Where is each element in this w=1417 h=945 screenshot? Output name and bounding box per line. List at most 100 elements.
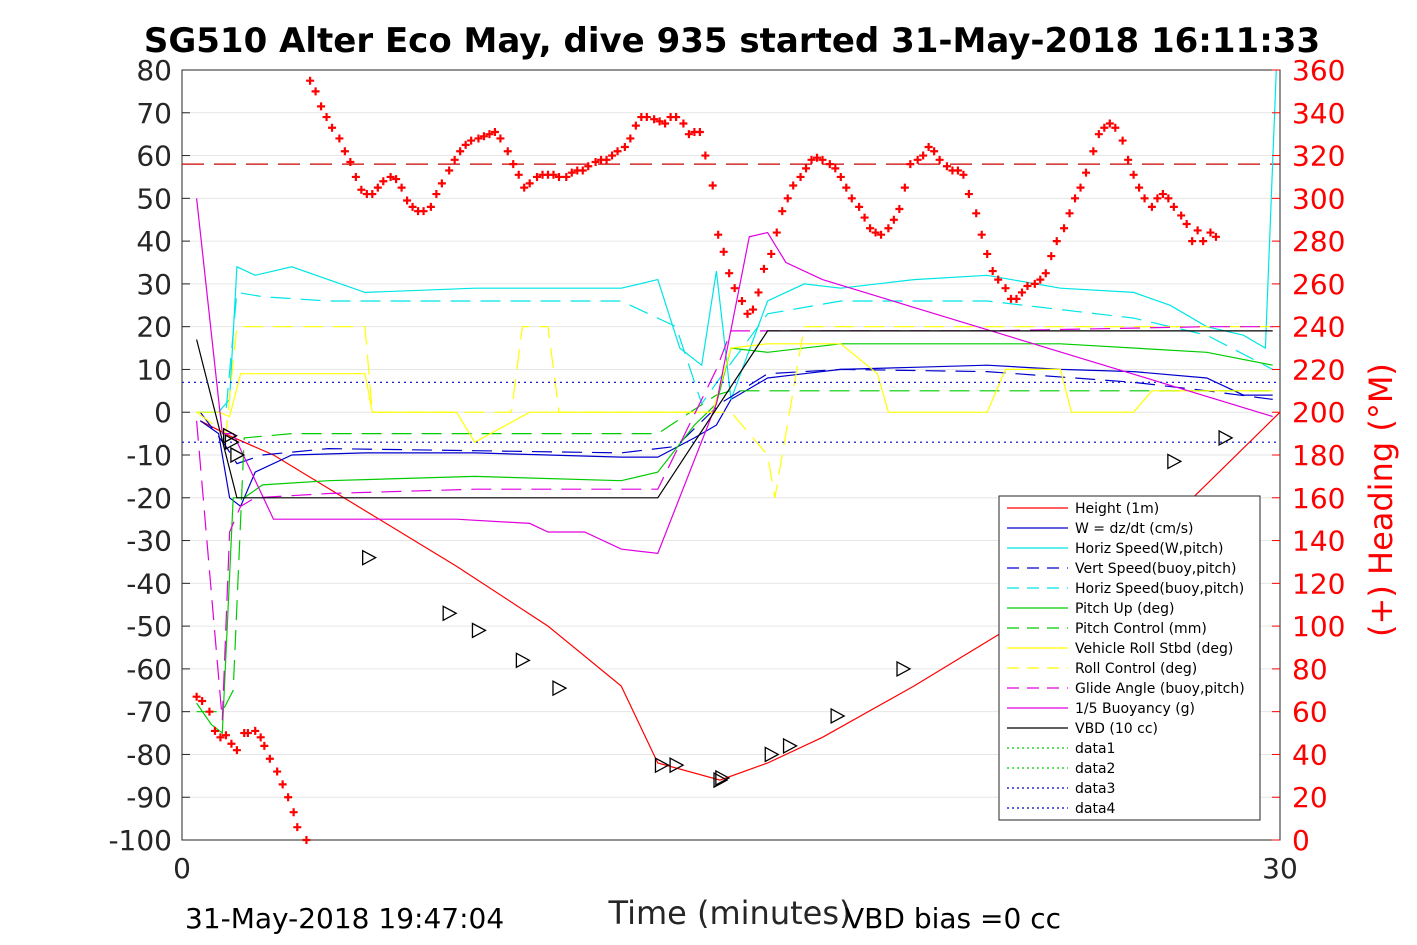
heading-point xyxy=(953,166,962,175)
legend-label: Vehicle Roll Stbd (deg) xyxy=(1075,641,1233,657)
heading-point xyxy=(754,288,763,297)
heading-point xyxy=(1135,183,1144,192)
heading-point xyxy=(1140,194,1149,203)
heading-point xyxy=(767,249,776,258)
footer-vbd-bias: VBD bias =0 cc xyxy=(845,902,1061,935)
heading-point xyxy=(1211,232,1220,241)
heading-point xyxy=(322,113,331,122)
heading-point xyxy=(340,147,349,156)
right-tick-label: 60 xyxy=(1292,696,1328,729)
heading-point xyxy=(1036,275,1045,284)
heading-point xyxy=(895,205,904,214)
heading-point xyxy=(871,228,880,237)
heading-point xyxy=(278,780,287,789)
heading-point xyxy=(509,160,518,169)
heading-point xyxy=(1047,252,1056,261)
heading-point xyxy=(306,76,315,85)
series-line-11 xyxy=(196,198,1273,555)
heading-point xyxy=(567,168,576,177)
right-tick-label: 160 xyxy=(1292,482,1345,515)
left-tick-label: -100 xyxy=(108,824,172,857)
right-tick-label: 120 xyxy=(1292,567,1345,600)
heading-point xyxy=(461,140,470,149)
heading-point xyxy=(251,726,260,735)
heading-point xyxy=(205,707,214,716)
heading-point xyxy=(408,202,417,211)
right-tick-label: 300 xyxy=(1292,182,1345,215)
height-marker xyxy=(654,757,670,774)
heading-point xyxy=(562,172,571,181)
legend-label: Pitch Control (mm) xyxy=(1075,621,1207,637)
heading-point xyxy=(959,170,968,179)
heading-point xyxy=(514,170,523,179)
heading-point xyxy=(549,170,558,179)
heading-point xyxy=(1158,190,1167,199)
heading-point xyxy=(1076,183,1085,192)
heading-point xyxy=(842,183,851,192)
chart-title: SG510 Alter Eco May, dive 935 started 31… xyxy=(144,21,1320,61)
series-line-12 xyxy=(196,330,1273,499)
heading-point xyxy=(860,213,869,222)
heading-point xyxy=(1188,237,1197,246)
heading-point xyxy=(730,284,739,293)
heading-point xyxy=(419,207,428,216)
legend-label: VBD (10 cc) xyxy=(1075,721,1158,737)
right-tick-label: 0 xyxy=(1292,824,1310,857)
heading-point xyxy=(796,172,805,181)
heading-point xyxy=(983,249,992,258)
heading-point xyxy=(445,166,454,175)
heading-point xyxy=(373,183,382,192)
heading-point xyxy=(1118,136,1127,145)
heading-point xyxy=(533,172,542,181)
left-tick-label: -10 xyxy=(126,439,172,472)
heading-point xyxy=(273,767,282,776)
heading-point xyxy=(1052,237,1061,246)
height-marker xyxy=(222,427,238,444)
heading-point xyxy=(919,151,928,160)
heading-point xyxy=(930,147,939,156)
heading-point xyxy=(578,166,587,175)
right-tick-label: 240 xyxy=(1292,311,1345,344)
x-axis-label: Time (minutes) xyxy=(608,894,852,932)
heading-point xyxy=(802,164,811,173)
heading-point xyxy=(379,177,388,186)
heading-point xyxy=(243,729,252,738)
heading-point xyxy=(1023,282,1032,291)
heading-point xyxy=(496,134,505,143)
right-tick-label: 80 xyxy=(1292,653,1328,686)
height-marker xyxy=(1167,453,1183,470)
left-tick-label: -70 xyxy=(126,696,172,729)
heading-point xyxy=(192,692,201,701)
right-tick-label: 20 xyxy=(1292,781,1328,814)
height-marker xyxy=(442,605,458,622)
heading-point xyxy=(584,162,593,171)
heading-point xyxy=(1153,194,1162,203)
series-line-3 xyxy=(196,69,1277,413)
heading-point xyxy=(1147,202,1156,211)
heading-point xyxy=(450,155,459,164)
height-marker xyxy=(715,769,731,787)
right-axis-label: (+) Heading (°M) xyxy=(1362,363,1400,637)
heading-point xyxy=(759,264,768,273)
heading-point xyxy=(525,179,534,188)
heading-point xyxy=(964,190,973,199)
height-marker xyxy=(230,446,246,464)
heading-point xyxy=(351,172,360,181)
heading-point xyxy=(357,185,366,194)
height-marker xyxy=(362,549,378,566)
heading-point xyxy=(1001,284,1010,293)
heading-point xyxy=(256,733,265,742)
series-line-5 xyxy=(200,291,1273,413)
heading-point xyxy=(368,190,377,199)
heading-point xyxy=(520,183,529,192)
heading-point xyxy=(972,209,981,218)
heading-point xyxy=(1111,123,1120,132)
series-line-6 xyxy=(196,343,1273,735)
height-marker xyxy=(830,707,846,725)
heading-point xyxy=(977,230,986,239)
heading-point xyxy=(884,224,893,233)
right-axis-ticks: 3603403203002802602402202001801601401201… xyxy=(1272,54,1345,857)
heading-point xyxy=(789,181,798,190)
left-tick-label: 10 xyxy=(136,353,172,386)
height-marker xyxy=(782,737,798,754)
